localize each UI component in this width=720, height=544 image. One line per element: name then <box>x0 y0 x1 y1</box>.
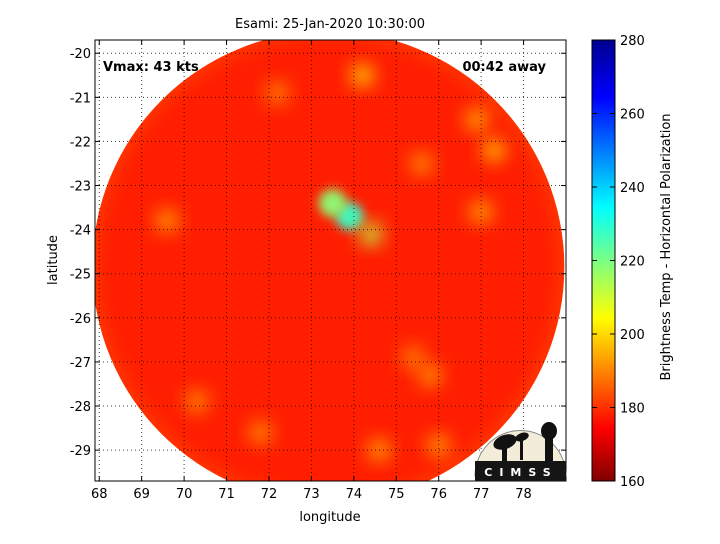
y-tick-label: -27 <box>70 356 91 371</box>
water-tower-icon <box>541 422 557 462</box>
colorbar-tick-label: 280 <box>620 34 645 49</box>
colorbar-tick-label: 220 <box>620 255 645 270</box>
feature-blob <box>427 434 450 457</box>
feature-blob <box>318 189 347 218</box>
x-tick-label: 77 <box>473 487 490 502</box>
feature-blob <box>351 64 374 87</box>
plot-frame <box>94 39 567 482</box>
colorbar-tick-label: 180 <box>620 402 645 417</box>
colorbar-label: Brightness Temp - Horizontal Polarizatio… <box>659 113 674 380</box>
x-tick-label: 73 <box>303 487 320 502</box>
x-tick-label: 68 <box>91 487 108 502</box>
y-tick-label: -23 <box>70 180 91 195</box>
colorbar-tick-label: 240 <box>620 181 645 196</box>
y-tick-label: -22 <box>70 135 91 150</box>
x-tick-label: 76 <box>430 487 447 502</box>
colorbar-ticks: 160 180 200 220 240 260 280 <box>592 34 645 490</box>
x-axis-label: longitude <box>299 510 360 525</box>
logo-banner <box>475 461 566 481</box>
y-tick-label: -29 <box>70 444 91 459</box>
y-tick-label: -25 <box>70 268 91 283</box>
y-axis-ticks: -20 -21 -22 -23 -24 -25 -26 -27 -28 -29 <box>70 47 566 459</box>
x-tick-label: 70 <box>176 487 193 502</box>
colorbar-tick-label: 260 <box>620 108 645 123</box>
feature-blob <box>402 346 425 369</box>
feature-blob <box>482 139 505 162</box>
x-tick-label: 72 <box>261 487 278 502</box>
feature-blob <box>156 209 179 232</box>
x-axis-ticks: 68 69 70 71 72 73 74 75 76 77 78 <box>91 40 532 502</box>
y-tick-label: -28 <box>70 400 91 415</box>
y-tick-label: -20 <box>70 47 91 62</box>
y-axis-label: latitude <box>46 235 61 285</box>
x-tick-label: 71 <box>218 487 235 502</box>
swath <box>95 40 565 481</box>
logo-text: CIMSS <box>484 466 557 479</box>
cimss-logo: CIMSS <box>474 422 567 481</box>
feature-blob <box>249 421 272 444</box>
x-tick-label: 78 <box>515 487 532 502</box>
chart-title: Esami: 25-Jan-2020 10:30:00 <box>235 17 425 32</box>
colorbar-tick-label: 200 <box>620 328 645 343</box>
swath-background <box>95 40 565 481</box>
feature-blob <box>419 364 442 387</box>
y-tick-label: -21 <box>70 91 91 106</box>
feature-blob <box>470 200 493 223</box>
y-tick-label: -26 <box>70 312 91 327</box>
feature-blob <box>359 223 382 246</box>
x-tick-label: 75 <box>388 487 405 502</box>
grid <box>95 40 566 481</box>
feature-blob <box>266 81 289 104</box>
vmax-annotation: Vmax: 43 kts <box>103 60 199 75</box>
x-tick-label: 69 <box>133 487 150 502</box>
time-away-annotation: 00:42 away <box>462 60 546 75</box>
feature-blob <box>465 108 488 131</box>
feature-blob <box>410 152 433 175</box>
x-tick-label: 74 <box>346 487 363 502</box>
y-tick-label: -24 <box>70 224 91 239</box>
satellite-dish-icon <box>493 432 529 462</box>
feature-blob <box>185 390 208 413</box>
colorbar-tick-label: 160 <box>620 475 645 490</box>
